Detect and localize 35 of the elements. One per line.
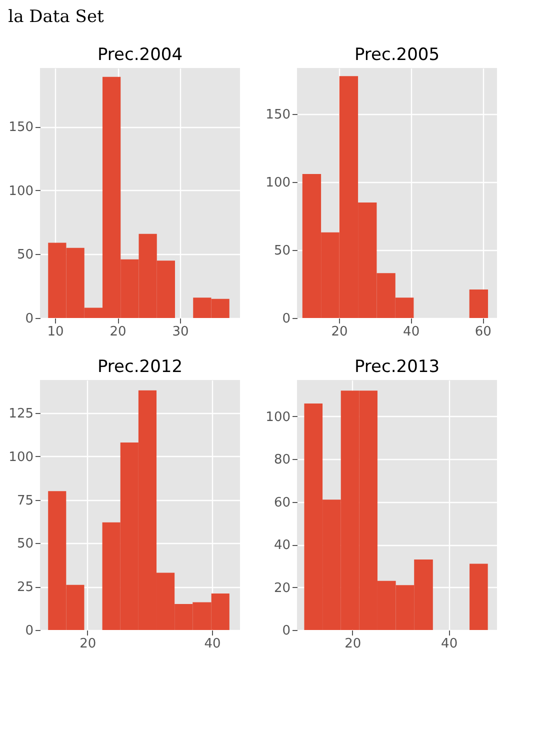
y-tick-label: 100 (8, 450, 34, 465)
x-tick-label: 40 (403, 324, 420, 340)
x-tick-label: 20 (110, 324, 126, 340)
x-tick-label: 30 (172, 324, 189, 340)
y-tick-label: 50 (274, 244, 290, 259)
y-tick-label: 150 (8, 120, 34, 136)
x-tick-label: 10 (47, 324, 64, 340)
x-tick-label: 60 (474, 324, 492, 340)
y-tick-label: 0 (282, 624, 290, 638)
chart-title: Prec.2005 (354, 45, 440, 65)
x-tick-label: 40 (441, 636, 458, 652)
y-tick-label: 100 (8, 184, 34, 199)
y-tick-label: 60 (274, 495, 290, 510)
y-tick-label: 40 (274, 538, 290, 554)
y-tick-label: 0 (25, 312, 34, 326)
y-tick-label: 100 (266, 410, 290, 425)
chart-title: Prec.2004 (97, 45, 183, 65)
x-tick-label: 20 (331, 324, 348, 340)
y-tick-label: 0 (282, 312, 290, 326)
y-tick-label: 75 (16, 493, 34, 508)
chart-title: Prec.2012 (97, 357, 183, 377)
y-tick-label: 80 (274, 452, 290, 468)
y-tick-label: 50 (16, 536, 34, 552)
chart-title: Prec.2013 (354, 357, 440, 377)
x-tick-label: 20 (80, 636, 96, 652)
y-tick-label: 50 (16, 248, 34, 263)
y-tick-label: 100 (266, 176, 290, 191)
x-tick-label: 40 (204, 636, 221, 652)
x-tick-label: 20 (344, 636, 362, 652)
y-tick-label: 0 (25, 624, 34, 638)
y-tick-label: 25 (16, 580, 34, 596)
y-tick-label: 150 (266, 108, 290, 123)
y-tick-label: 125 (8, 406, 34, 422)
y-tick-label: 20 (274, 580, 290, 596)
text: la Data Set (8, 7, 104, 27)
